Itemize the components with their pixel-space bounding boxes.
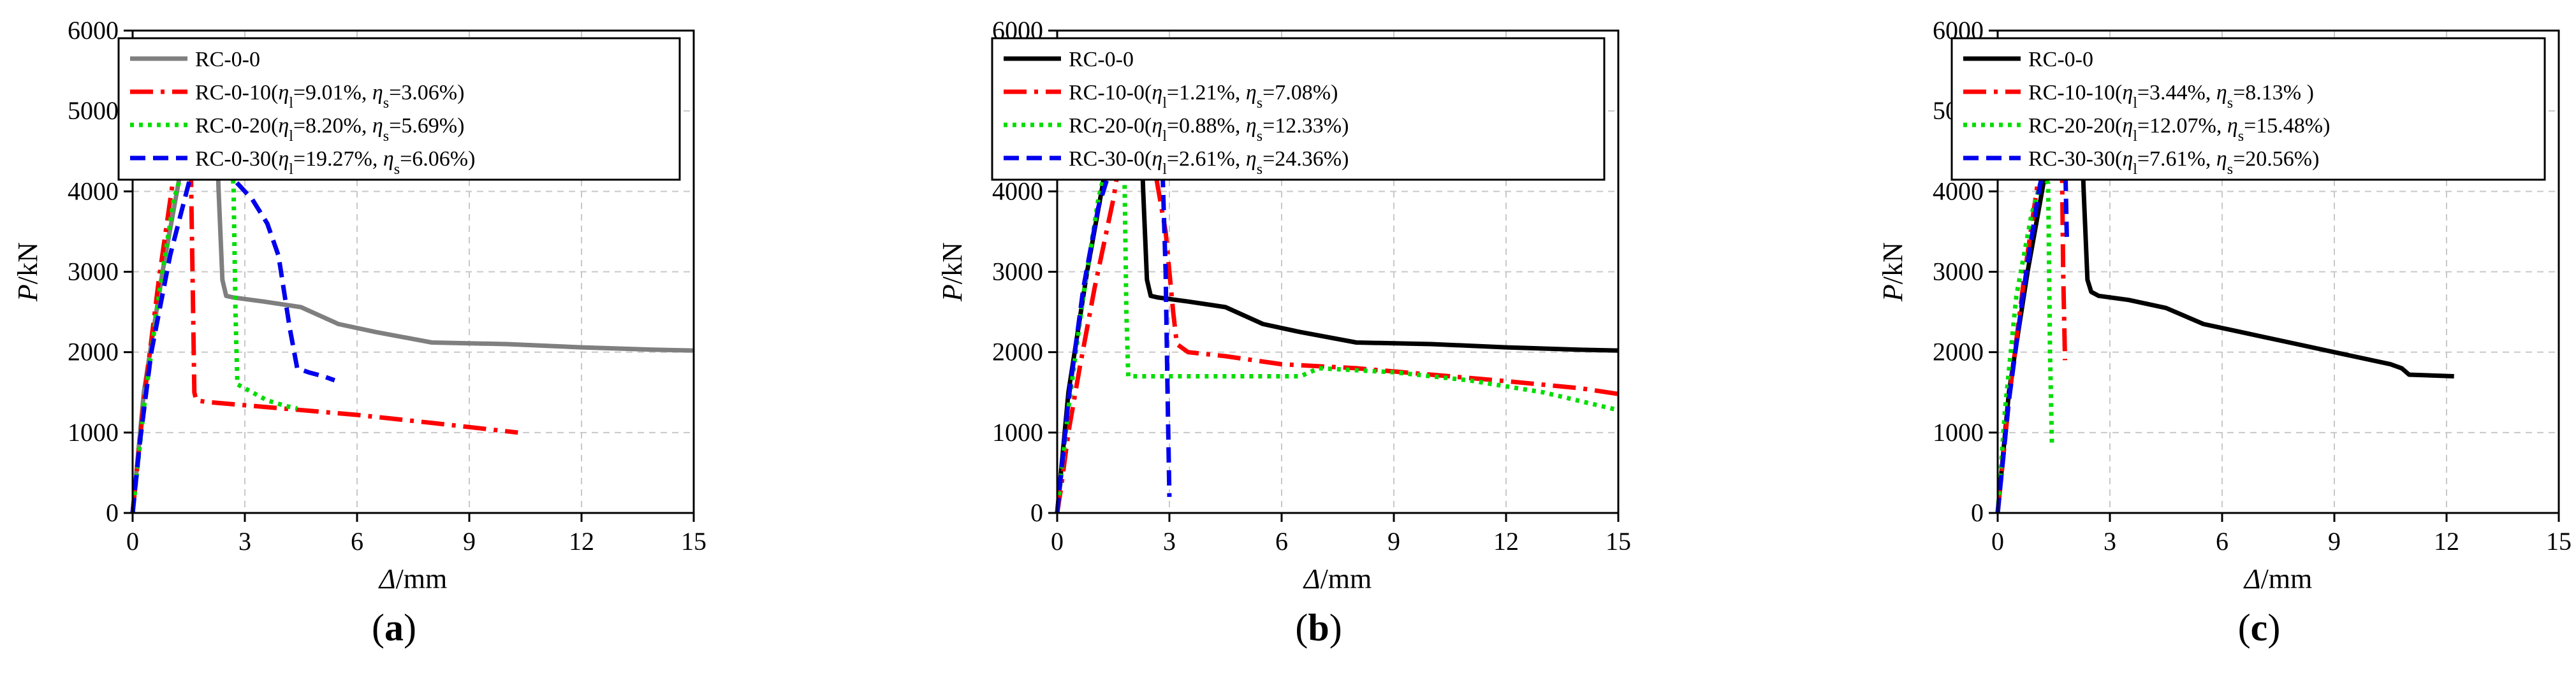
series-line-2 <box>1055 108 1619 514</box>
y-tick-label: 5000 <box>68 96 119 125</box>
x-tick-label: 3 <box>1163 527 1176 556</box>
y-tick-label: 1000 <box>1933 418 1984 447</box>
legend-label-2: RC-0-20(ηl=8.20%, ηs=5.69%) <box>195 114 464 145</box>
legend-label-2: RC-20-20(ηl=12.07%, ηs=15.48%) <box>2028 114 2330 145</box>
x-tick-label: 0 <box>1051 527 1064 556</box>
legend-label-1: RC-10-10(ηl=3.44%, ηs=8.13% ) <box>2028 81 2314 112</box>
x-tick-label: 6 <box>1275 527 1288 556</box>
y-tick-label: 2000 <box>1933 338 1984 366</box>
legend: RC-0-0 RC-0-10(ηl=9.01%, ηs=3.06%)RC-0-20… <box>117 37 681 181</box>
legend-label-3: RC-30-30(ηl=7.61%, ηs=20.56%) <box>2028 147 2319 178</box>
series-line-2 <box>130 96 298 514</box>
x-tick-label: 0 <box>126 527 139 556</box>
y-axis-title: P/kN <box>1877 242 1908 302</box>
y-tick-label: 6000 <box>68 16 119 45</box>
legend-box <box>1950 37 2546 181</box>
x-axis-title: Δ/mm <box>2243 563 2313 595</box>
series-line-1 <box>130 107 518 514</box>
x-tick-label: 9 <box>2328 527 2341 556</box>
x-tick-label: 3 <box>2104 527 2116 556</box>
x-tick-label: 6 <box>351 527 363 556</box>
panel-a: 0 3 6 9 12 15 0 1000 2000 3000 4000 5000 6000 Δ/mm P/k… <box>12 16 706 649</box>
legend-box <box>117 37 681 181</box>
x-tick-label: 15 <box>681 527 706 556</box>
y-tick-label: 3000 <box>992 257 1043 286</box>
y-tick-label: 4000 <box>992 177 1043 205</box>
x-tick-label: 3 <box>238 527 251 556</box>
y-tick-label: 3000 <box>1933 257 1984 286</box>
x-tick-label: 12 <box>2434 527 2459 556</box>
y-axis-title: P/kN <box>12 242 43 302</box>
legend-label-0: RC-0-0 <box>195 48 260 71</box>
x-tick-label: 9 <box>463 527 476 556</box>
y-axis-title: P/kN <box>937 242 968 302</box>
legend-box <box>991 37 1606 181</box>
y-tick-label: 2000 <box>992 338 1043 366</box>
legend: RC-0-0 RC-10-10(ηl=3.44%, ηs=8.13% )RC-20… <box>1950 37 2546 181</box>
y-tick-label: 2000 <box>68 338 119 366</box>
legend-label-3: RC-30-0(ηl=2.61%, ηs=24.36%) <box>1069 147 1349 178</box>
x-axis-title: Δ/mm <box>378 563 448 595</box>
x-tick-label: 0 <box>1991 527 2004 556</box>
x-tick-label: 12 <box>1493 527 1519 556</box>
series-line-2 <box>1995 173 2054 514</box>
panel-c: 036912150100020003000400050006000Δ/mmP/k… <box>1877 16 2572 649</box>
series-line-3 <box>1055 124 1172 514</box>
legend-label-0: RC-0-0 <box>2028 48 2093 71</box>
y-tick-label: 0 <box>1971 498 1984 527</box>
y-tick-label: 3000 <box>68 257 119 286</box>
legend-label-1: RC-10-0(ηl=1.21%, ηs=7.08%) <box>1069 81 1338 112</box>
x-tick-label: 6 <box>2216 527 2228 556</box>
y-tick-label: 0 <box>106 498 119 527</box>
panel-b: 036912150100020003000400050006000Δ/mmP/k… <box>937 16 1631 649</box>
y-tick-label: 4000 <box>1933 177 1984 205</box>
x-tick-label: 9 <box>1387 527 1400 556</box>
y-tick-label: 4000 <box>68 177 119 205</box>
y-tick-label: 1000 <box>992 418 1043 447</box>
y-tick-label: 1000 <box>68 418 119 447</box>
panel-label: (b) <box>1295 607 1342 649</box>
y-tick-label: 0 <box>1030 498 1043 527</box>
legend-label-0: RC-0-0 <box>1069 48 1134 71</box>
legend-label-3: RC-0-30(ηl=19.27%, ηs=6.06%) <box>195 147 475 178</box>
panel-label: (c) <box>2238 607 2281 649</box>
legend-label-2: RC-20-0(ηl=0.88%, ηs=12.33%) <box>1069 114 1349 145</box>
legend: RC-0-0 RC-10-0(ηl=1.21%, ηs=7.08%)RC-20-0… <box>991 37 1606 181</box>
legend-label-1: RC-0-10(ηl=9.01%, ηs=3.06%) <box>195 81 464 112</box>
x-axis-title: Δ/mm <box>1303 563 1372 595</box>
panel-label: (a) <box>372 607 416 649</box>
x-tick-label: 12 <box>569 527 594 556</box>
x-tick-label: 15 <box>2546 527 2572 556</box>
x-tick-label: 15 <box>1606 527 1631 556</box>
